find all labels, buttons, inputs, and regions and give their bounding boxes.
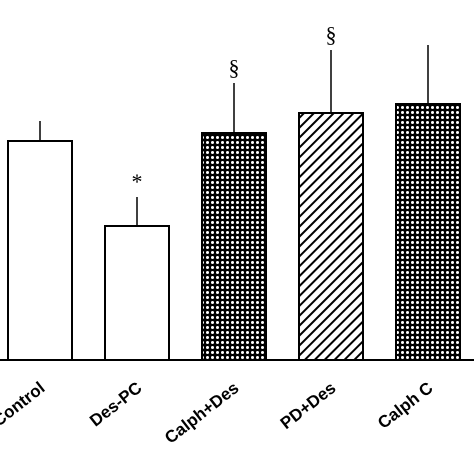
bar [7,140,73,361]
annotation: § [326,22,337,47]
bar [298,112,364,361]
x-tick-label: Des-PC [86,378,145,430]
x-tick-label: Calph C [374,378,436,433]
x-tick-label: Calph+Des [161,378,242,447]
annotation: * [132,169,143,194]
bar [201,132,267,361]
annotation: § [229,55,240,80]
bar [104,225,170,361]
x-tick-label: Control [0,378,48,430]
x-tick-label: PD+Des [277,378,340,433]
bar [395,103,461,361]
